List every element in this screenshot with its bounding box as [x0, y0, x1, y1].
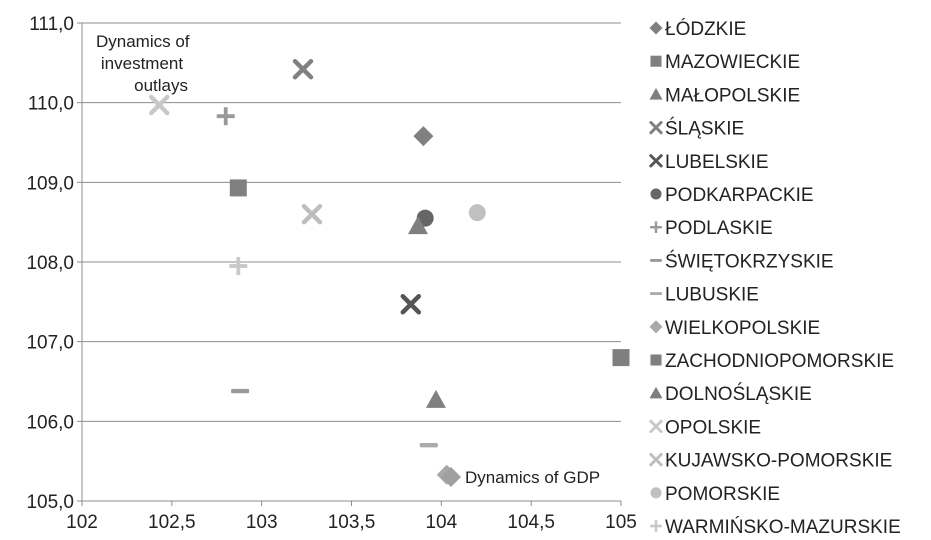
- y-axis-title-line: investment: [101, 54, 183, 73]
- legend: ŁÓDZKIE MAZOWIECKIE MAŁOPOLSKIE ŚLĄSKIE LUBE…: [649, 18, 901, 538]
- legend-label: MAŁOPOLSKIE: [665, 85, 800, 106]
- legend-label: ŚWIĘTOKRZYSKIE: [665, 250, 834, 272]
- legend-item: POMORSKIE: [650, 484, 780, 505]
- legend-item: PODLASKIE: [650, 218, 773, 239]
- x-axis-title: Dynamics of GDP: [465, 468, 600, 487]
- legend-label: WARMIŃSKO-MAZURSKIE: [665, 517, 901, 535]
- legend-marker: [650, 258, 662, 262]
- x-axis-title-marker: [441, 467, 461, 487]
- x-tick-label: 105: [605, 512, 637, 533]
- axes: [77, 22, 622, 506]
- legend-item: ŚWIĘTOKRZYSKIE: [650, 250, 834, 272]
- x-tick-label: 104,5: [507, 512, 555, 533]
- y-axis-title-line: Dynamics of: [96, 32, 190, 51]
- x-tick-label: 102,5: [148, 512, 196, 533]
- data-point: [413, 126, 434, 147]
- legend-label: DOLNOŚLĄSKIE: [665, 383, 812, 405]
- x-tick-label: 103,5: [328, 512, 376, 533]
- legend-label: PODKARPACKIE: [665, 185, 814, 206]
- legend-label: LUBUSKIE: [665, 285, 759, 306]
- legend-item: ŁÓDZKIE: [649, 18, 746, 40]
- annotations: Dynamics of investment outlays Dynamics of …: [96, 32, 600, 487]
- legend-label: ŚLĄSKIE: [665, 118, 744, 140]
- data-point: [400, 293, 422, 315]
- legend-marker: [650, 188, 662, 200]
- legend-label: WIELKOPOLSKIE: [665, 318, 820, 339]
- legend-marker: [650, 55, 662, 67]
- x-tick-label: 102: [66, 512, 98, 533]
- y-tick-label: 107,0: [26, 333, 74, 354]
- data-point: [231, 388, 250, 394]
- legend-item: ŚLĄSKIE: [649, 118, 744, 140]
- data-point: [216, 107, 235, 126]
- y-tick-label: 109,0: [26, 173, 74, 194]
- legend-item: MAŁOPOLSKIE: [649, 85, 800, 106]
- legend-label: POMORSKIE: [665, 484, 780, 505]
- legend-item: MAZOWIECKIE: [650, 52, 800, 73]
- legend-item: ZACHODNIOPOMORSKIE: [650, 351, 894, 372]
- legend-marker: [650, 354, 662, 366]
- legend-marker: [649, 452, 663, 467]
- legend-item: PODKARPACKIE: [650, 185, 814, 206]
- legend-item: DOLNOŚLĄSKIE: [649, 383, 812, 405]
- data-point: [149, 94, 170, 116]
- data-point: [612, 349, 630, 367]
- tick-labels: 102 102,5 103 103,5 104 104,5 105 105,0 106,0 107…: [26, 14, 636, 533]
- legend-marker: [649, 120, 663, 135]
- legend-item: OPOLSKIE: [649, 417, 761, 438]
- y-tick-label: 111,0: [29, 14, 74, 35]
- legend-marker: [649, 21, 663, 35]
- legend-label: ZACHODNIOPOMORSKIE: [665, 351, 894, 372]
- data-point: [292, 58, 314, 80]
- legend-marker: [649, 419, 663, 434]
- legend-marker: [650, 221, 662, 234]
- data-point: [419, 443, 438, 448]
- legend-marker: [649, 154, 663, 168]
- legend-label: KUJAWSKO-POMORSKIE: [665, 451, 892, 472]
- legend-item: KUJAWSKO-POMORSKIE: [649, 451, 892, 472]
- legend-label: LUBELSKIE: [665, 152, 769, 173]
- y-axis-title-line: outlays: [134, 76, 188, 95]
- legend-label: MAZOWIECKIE: [665, 52, 800, 73]
- data-point: [407, 216, 428, 235]
- legend-marker: [649, 320, 663, 334]
- legend-marker: [650, 520, 662, 532]
- gridlines: [82, 22, 621, 422]
- x-tick-label: 104: [425, 512, 457, 533]
- legend-marker: [649, 87, 663, 100]
- legend-item: WIELKOPOLSKIE: [649, 318, 820, 339]
- y-tick-label: 110,0: [28, 94, 74, 115]
- y-tick-label: 106,0: [26, 412, 74, 433]
- legend-marker: [649, 386, 663, 399]
- legend-marker: [650, 487, 662, 499]
- legend-item: LUBUSKIE: [650, 285, 759, 306]
- legend-item: WARMIŃSKO-MAZURSKIE: [650, 517, 901, 538]
- data-point: [468, 204, 486, 222]
- x-tick-label: 103: [246, 512, 278, 533]
- y-tick-label: 108,0: [26, 253, 74, 274]
- legend-label: PODLASKIE: [665, 218, 773, 239]
- legend-marker: [650, 292, 662, 296]
- y-tick-label: 105,0: [26, 492, 74, 513]
- data-point: [229, 256, 248, 275]
- legend-label: OPOLSKIE: [665, 417, 761, 438]
- data-point: [229, 179, 247, 197]
- legend-label: ŁÓDZKIE: [665, 18, 746, 40]
- legend-item: LUBELSKIE: [649, 152, 769, 173]
- data-point: [301, 203, 323, 225]
- data-point: [425, 389, 446, 408]
